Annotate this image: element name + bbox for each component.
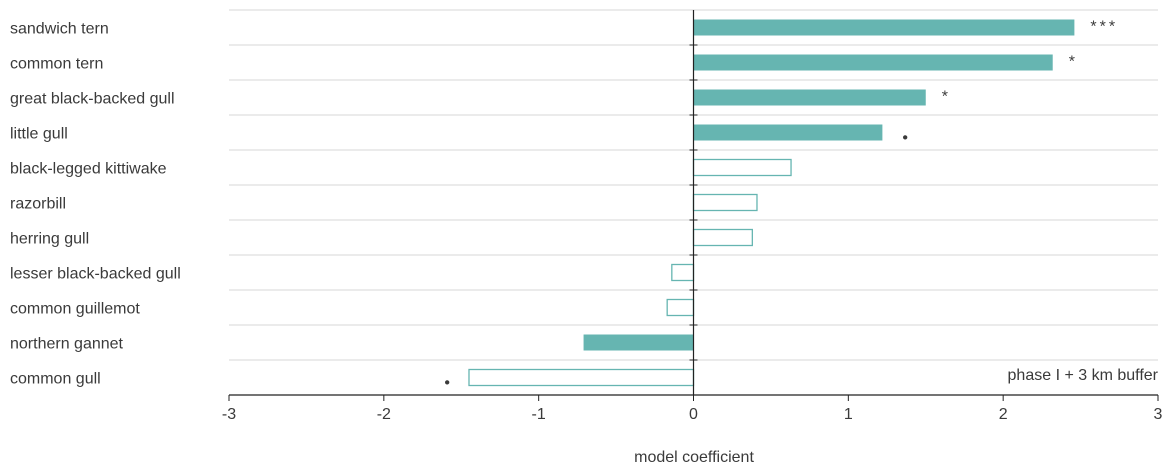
panel-annotation: phase I + 3 km buffer	[1008, 367, 1159, 384]
category-label: sandwich tern	[10, 21, 109, 38]
x-tick-label: -3	[222, 406, 236, 423]
x-tick-label: 3	[1154, 406, 1163, 423]
significance-marker: *	[942, 89, 951, 106]
bar	[666, 298, 695, 317]
category-label: herring gull	[10, 231, 89, 248]
x-tick-label: 0	[689, 406, 698, 423]
bar	[693, 54, 1053, 71]
category-label: northern gannet	[10, 336, 124, 353]
category-label: razorbill	[10, 196, 66, 213]
category-label: great black-backed gull	[10, 91, 175, 108]
significance-marker: *	[1069, 54, 1078, 71]
bar	[692, 158, 792, 177]
x-tick-label: 1	[844, 406, 853, 423]
category-label: lesser black-backed gull	[10, 266, 181, 283]
category-labels: sandwich tern common tern great black-back…	[10, 21, 181, 388]
category-label: common guillemot	[10, 301, 140, 318]
x-tick-label: -1	[532, 406, 546, 423]
significance-marker: •	[902, 130, 911, 147]
category-label: common gull	[10, 371, 101, 388]
bar	[671, 263, 695, 282]
bar	[468, 368, 695, 387]
category-label: common tern	[10, 56, 103, 73]
bars	[468, 19, 1075, 387]
significance-markers: *****••	[444, 19, 1118, 392]
x-tick-label: 2	[999, 406, 1008, 423]
x-tick-label: -2	[377, 406, 391, 423]
bar	[692, 193, 758, 212]
category-label: black-legged kittiwake	[10, 161, 167, 178]
bar	[692, 228, 753, 247]
x-axis-title: model coefficient	[634, 449, 754, 466]
bar	[693, 89, 926, 106]
bar	[693, 19, 1075, 36]
bar	[693, 124, 883, 141]
axes	[228, 10, 1159, 401]
x-tick-labels: -3 -2 -1 0 1 2 3	[222, 406, 1163, 423]
significance-marker: ***	[1090, 19, 1118, 36]
significance-marker: •	[444, 375, 453, 392]
bar	[583, 334, 694, 351]
category-label: little gull	[10, 126, 68, 143]
